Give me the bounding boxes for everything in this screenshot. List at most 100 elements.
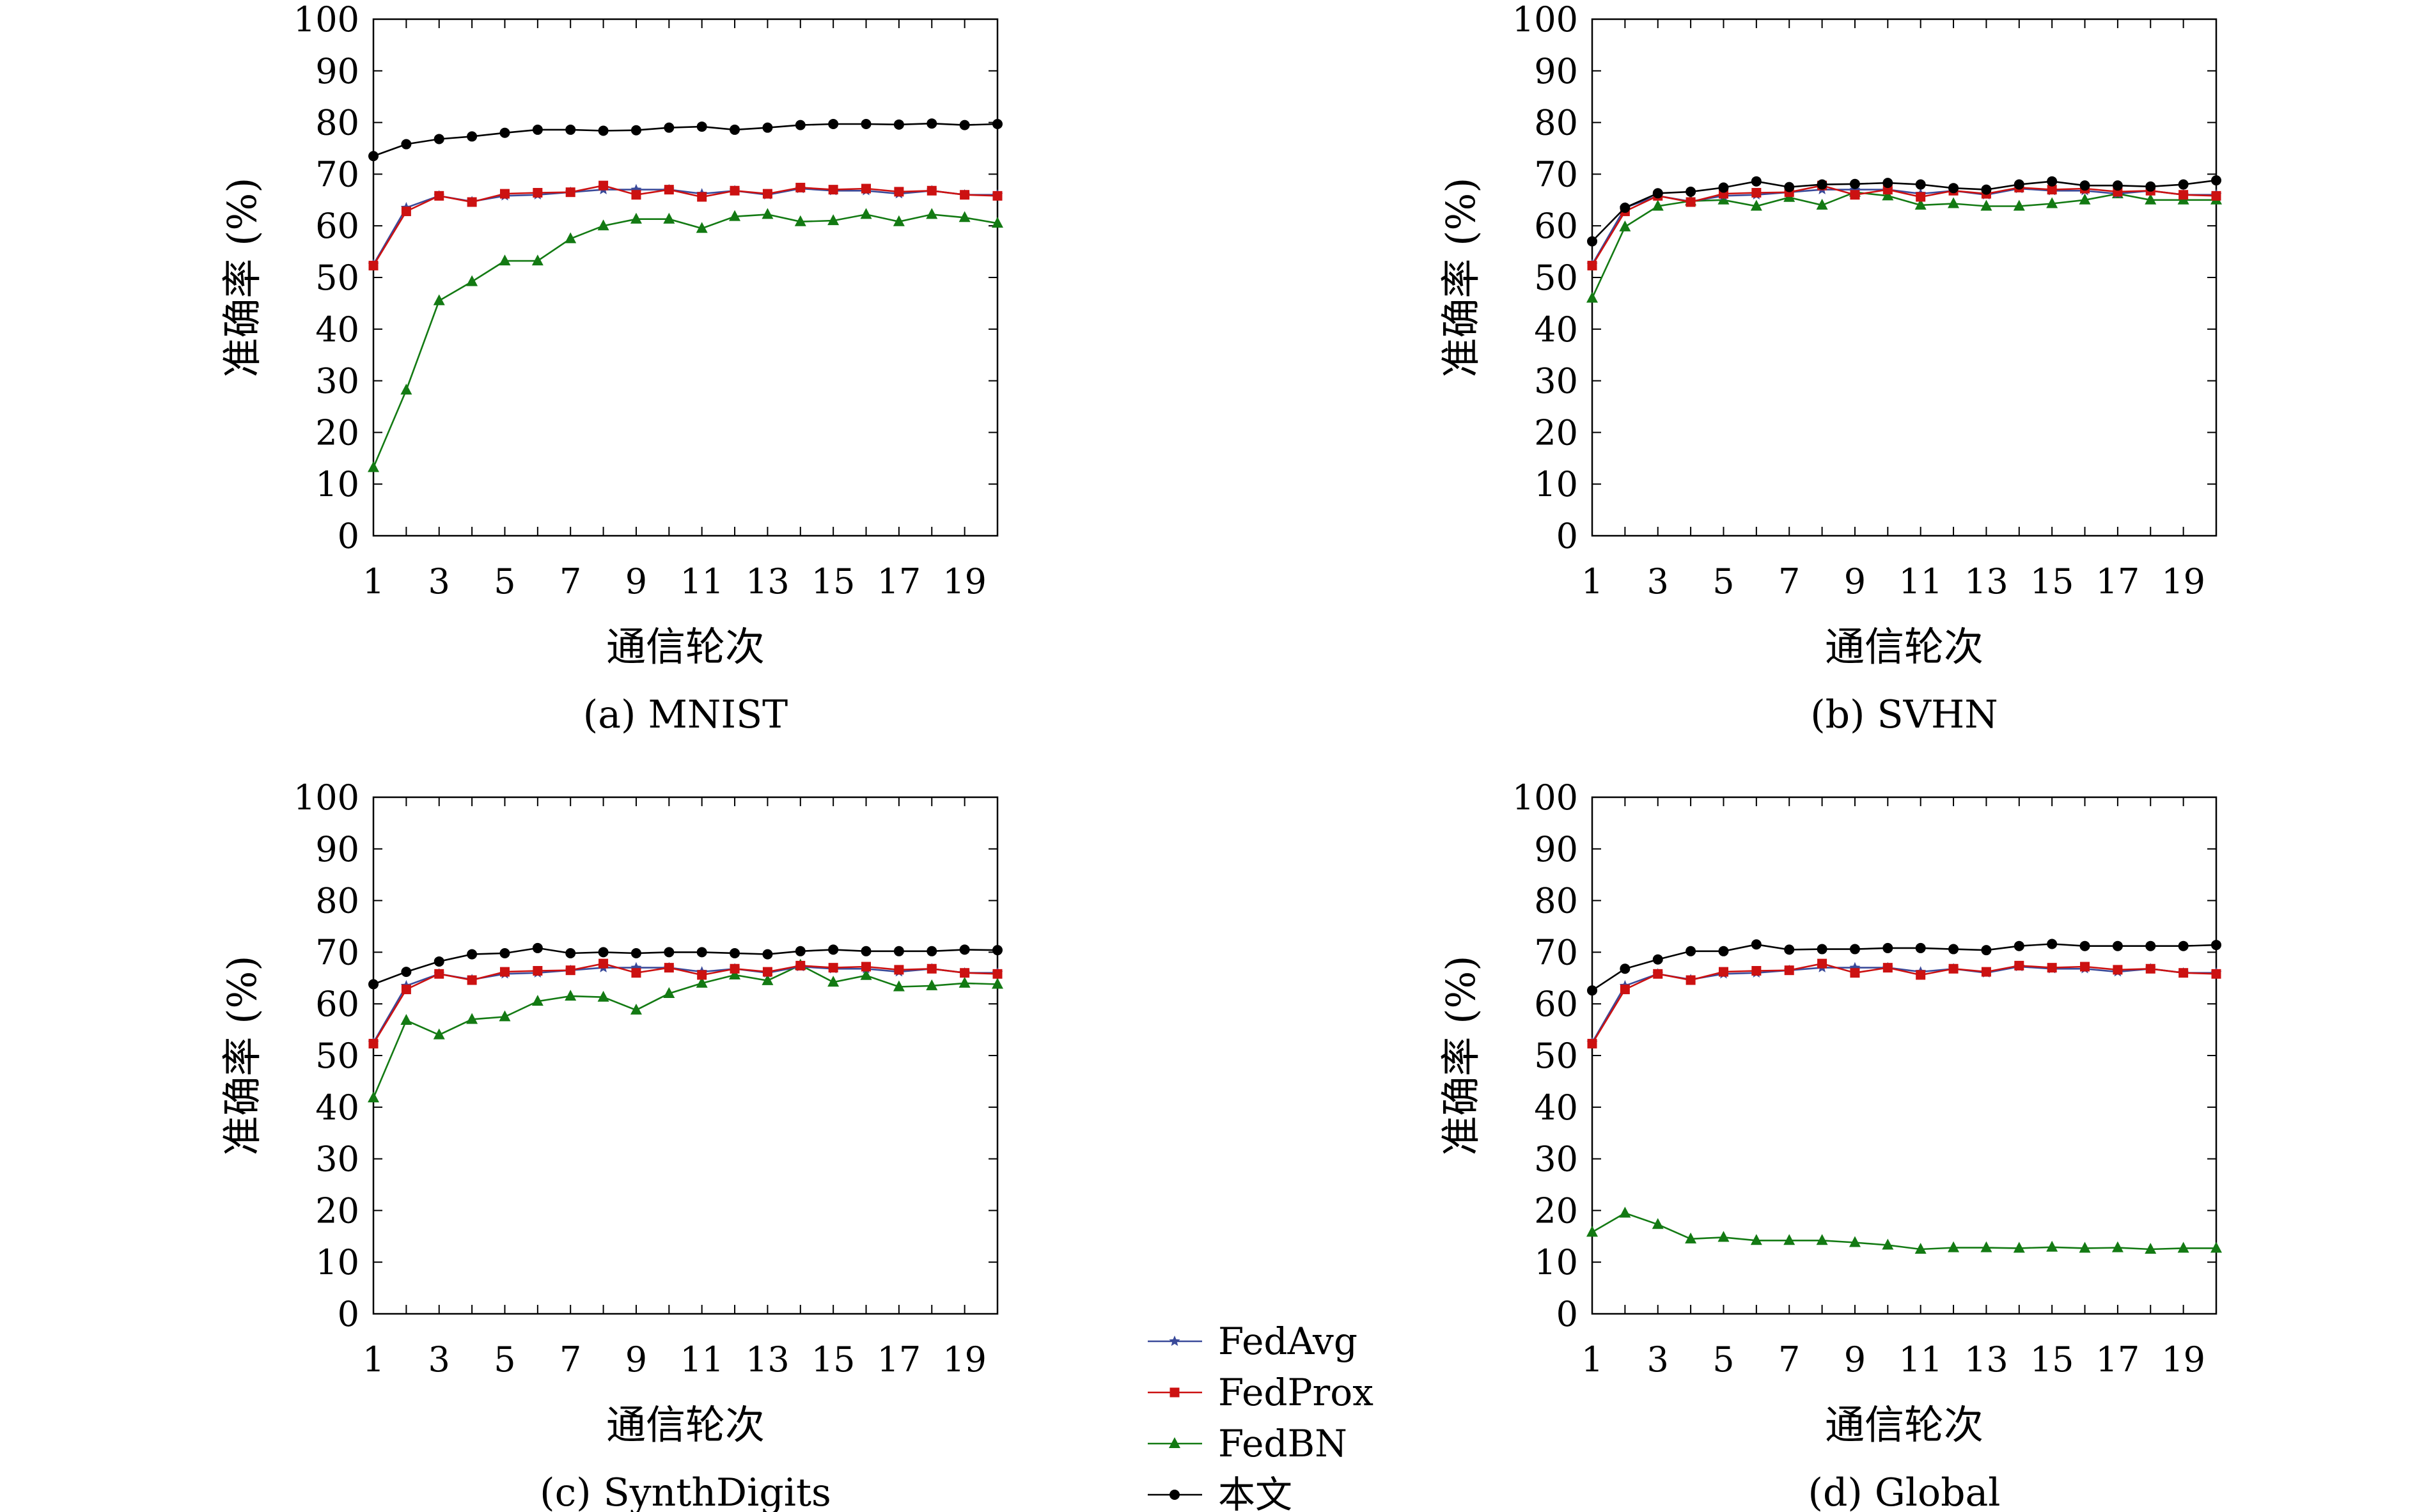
y-tick-label: 40 — [1534, 309, 1578, 350]
x-tick-label: 7 — [559, 561, 581, 602]
y-tick-label: 50 — [1534, 1036, 1578, 1076]
data-point-fedprox — [1587, 260, 1597, 270]
data-point-ours — [1652, 954, 1663, 965]
legend-item-fedbn: FedBN — [1148, 1422, 1347, 1465]
data-point-ours — [893, 119, 904, 130]
data-point-ours — [762, 122, 773, 133]
y-tick-label: 20 — [1534, 1190, 1578, 1231]
legend-label: FedProx — [1218, 1371, 1373, 1414]
data-point-ours — [1948, 183, 1959, 194]
x-tick-label: 13 — [746, 561, 790, 602]
y-tick-label: 90 — [315, 829, 359, 869]
data-point-ours — [1718, 946, 1729, 956]
data-point-fedbn — [400, 384, 412, 395]
x-tick-label: 7 — [559, 1339, 581, 1380]
data-point-ours — [893, 946, 904, 956]
data-point-fedbn — [2177, 1242, 2189, 1253]
x-tick-label: 13 — [1964, 561, 2008, 602]
series-fedprox — [368, 180, 1003, 270]
data-point-ours — [828, 944, 839, 955]
data-point-fedbn — [1914, 198, 1927, 210]
x-tick-label: 3 — [428, 561, 450, 602]
x-tick-label: 9 — [625, 1339, 647, 1380]
data-point-ours — [2145, 181, 2156, 192]
data-point-ours — [630, 125, 641, 136]
x-tick-label: 5 — [494, 1339, 515, 1380]
y-tick-label: 40 — [315, 309, 359, 350]
legend: FedAvg FedProx FedBN 本文 — [1148, 1320, 1373, 1512]
data-point-ours — [598, 125, 609, 136]
data-point-fedprox — [1620, 985, 1630, 995]
data-point-ours — [861, 946, 872, 956]
data-point-fedbn — [2145, 1243, 2157, 1254]
panel-caption: (b) SVHN — [1810, 692, 1998, 737]
x-tick-label: 3 — [428, 1339, 450, 1380]
data-point-fedprox — [1587, 1038, 1597, 1048]
data-point-ours — [1751, 939, 1762, 950]
data-point-ours — [1882, 942, 1893, 953]
data-point-ours — [2047, 176, 2058, 187]
data-point-fedprox — [1718, 967, 1728, 977]
plot-frame — [372, 796, 999, 1315]
data-point-fedprox — [631, 190, 641, 200]
data-point-ours — [664, 122, 675, 133]
data-point-ours — [565, 948, 576, 959]
data-point-ours — [368, 151, 379, 162]
data-point-ours — [2211, 940, 2221, 951]
data-point-fedprox — [960, 190, 970, 200]
data-point-fedprox — [565, 965, 575, 976]
data-point-fedbn — [565, 232, 577, 244]
data-point-fedbn — [1717, 1231, 1730, 1242]
legend-item-fedavg: FedAvg — [1148, 1320, 1357, 1363]
x-tick-label: 17 — [877, 1339, 921, 1380]
x-tick-label: 13 — [746, 1339, 790, 1380]
data-point-fedbn — [2079, 193, 2091, 205]
y-tick-label: 70 — [1534, 932, 1578, 972]
data-point-fedbn — [368, 1091, 379, 1103]
data-point-ours — [2079, 180, 2090, 191]
data-point-fedprox — [927, 185, 937, 196]
y-tick-label: 10 — [1534, 1242, 1578, 1282]
data-point-fedprox — [467, 197, 477, 207]
data-point-fedbn — [1882, 189, 1894, 201]
x-tick-label: 7 — [1778, 561, 1800, 602]
y-tick-label: 30 — [1534, 361, 1578, 401]
data-point-ours — [1981, 945, 1992, 956]
series-fedprox — [1587, 958, 2221, 1048]
x-tick-label: 11 — [1898, 561, 1943, 602]
data-point-fedbn — [1980, 1241, 1992, 1252]
x-tick-label: 17 — [2096, 561, 2140, 602]
data-point-fedprox — [762, 967, 772, 977]
y-tick-label: 70 — [1534, 154, 1578, 194]
y-tick-label: 60 — [1534, 206, 1578, 246]
data-point-fedbn — [1619, 220, 1631, 231]
data-point-fedbn — [630, 212, 642, 224]
data-point-fedprox — [664, 185, 674, 195]
data-point-fedprox — [2014, 960, 2024, 970]
data-point-ours — [368, 979, 379, 990]
data-point-fedbn — [663, 987, 675, 999]
x-tick-label: 5 — [494, 561, 515, 602]
data-point-ours — [1587, 236, 1597, 247]
data-point-fedprox — [697, 192, 707, 202]
data-point-fedprox — [368, 1038, 379, 1048]
data-point-ours — [1948, 944, 1959, 955]
data-point-fedprox — [2113, 965, 2123, 975]
data-point-fedbn — [466, 275, 478, 286]
x-tick-label: 15 — [811, 1339, 856, 1380]
y-tick-label: 10 — [315, 1242, 359, 1282]
y-tick-label: 60 — [315, 206, 359, 246]
data-point-ours — [2145, 940, 2156, 951]
data-point-fedbn — [466, 1013, 478, 1024]
data-point-fedprox — [1686, 975, 1696, 985]
data-point-ours — [598, 947, 609, 958]
y-tick-label: 80 — [315, 881, 359, 921]
data-point-fedbn — [1619, 1206, 1631, 1218]
y-tick-label: 40 — [1534, 1087, 1578, 1128]
legend-marker-fedbn — [1169, 1437, 1180, 1448]
data-point-fedbn — [2013, 199, 2025, 211]
data-point-fedbn — [597, 990, 609, 1002]
data-point-fedprox — [2178, 190, 2189, 200]
data-point-ours — [696, 947, 707, 958]
